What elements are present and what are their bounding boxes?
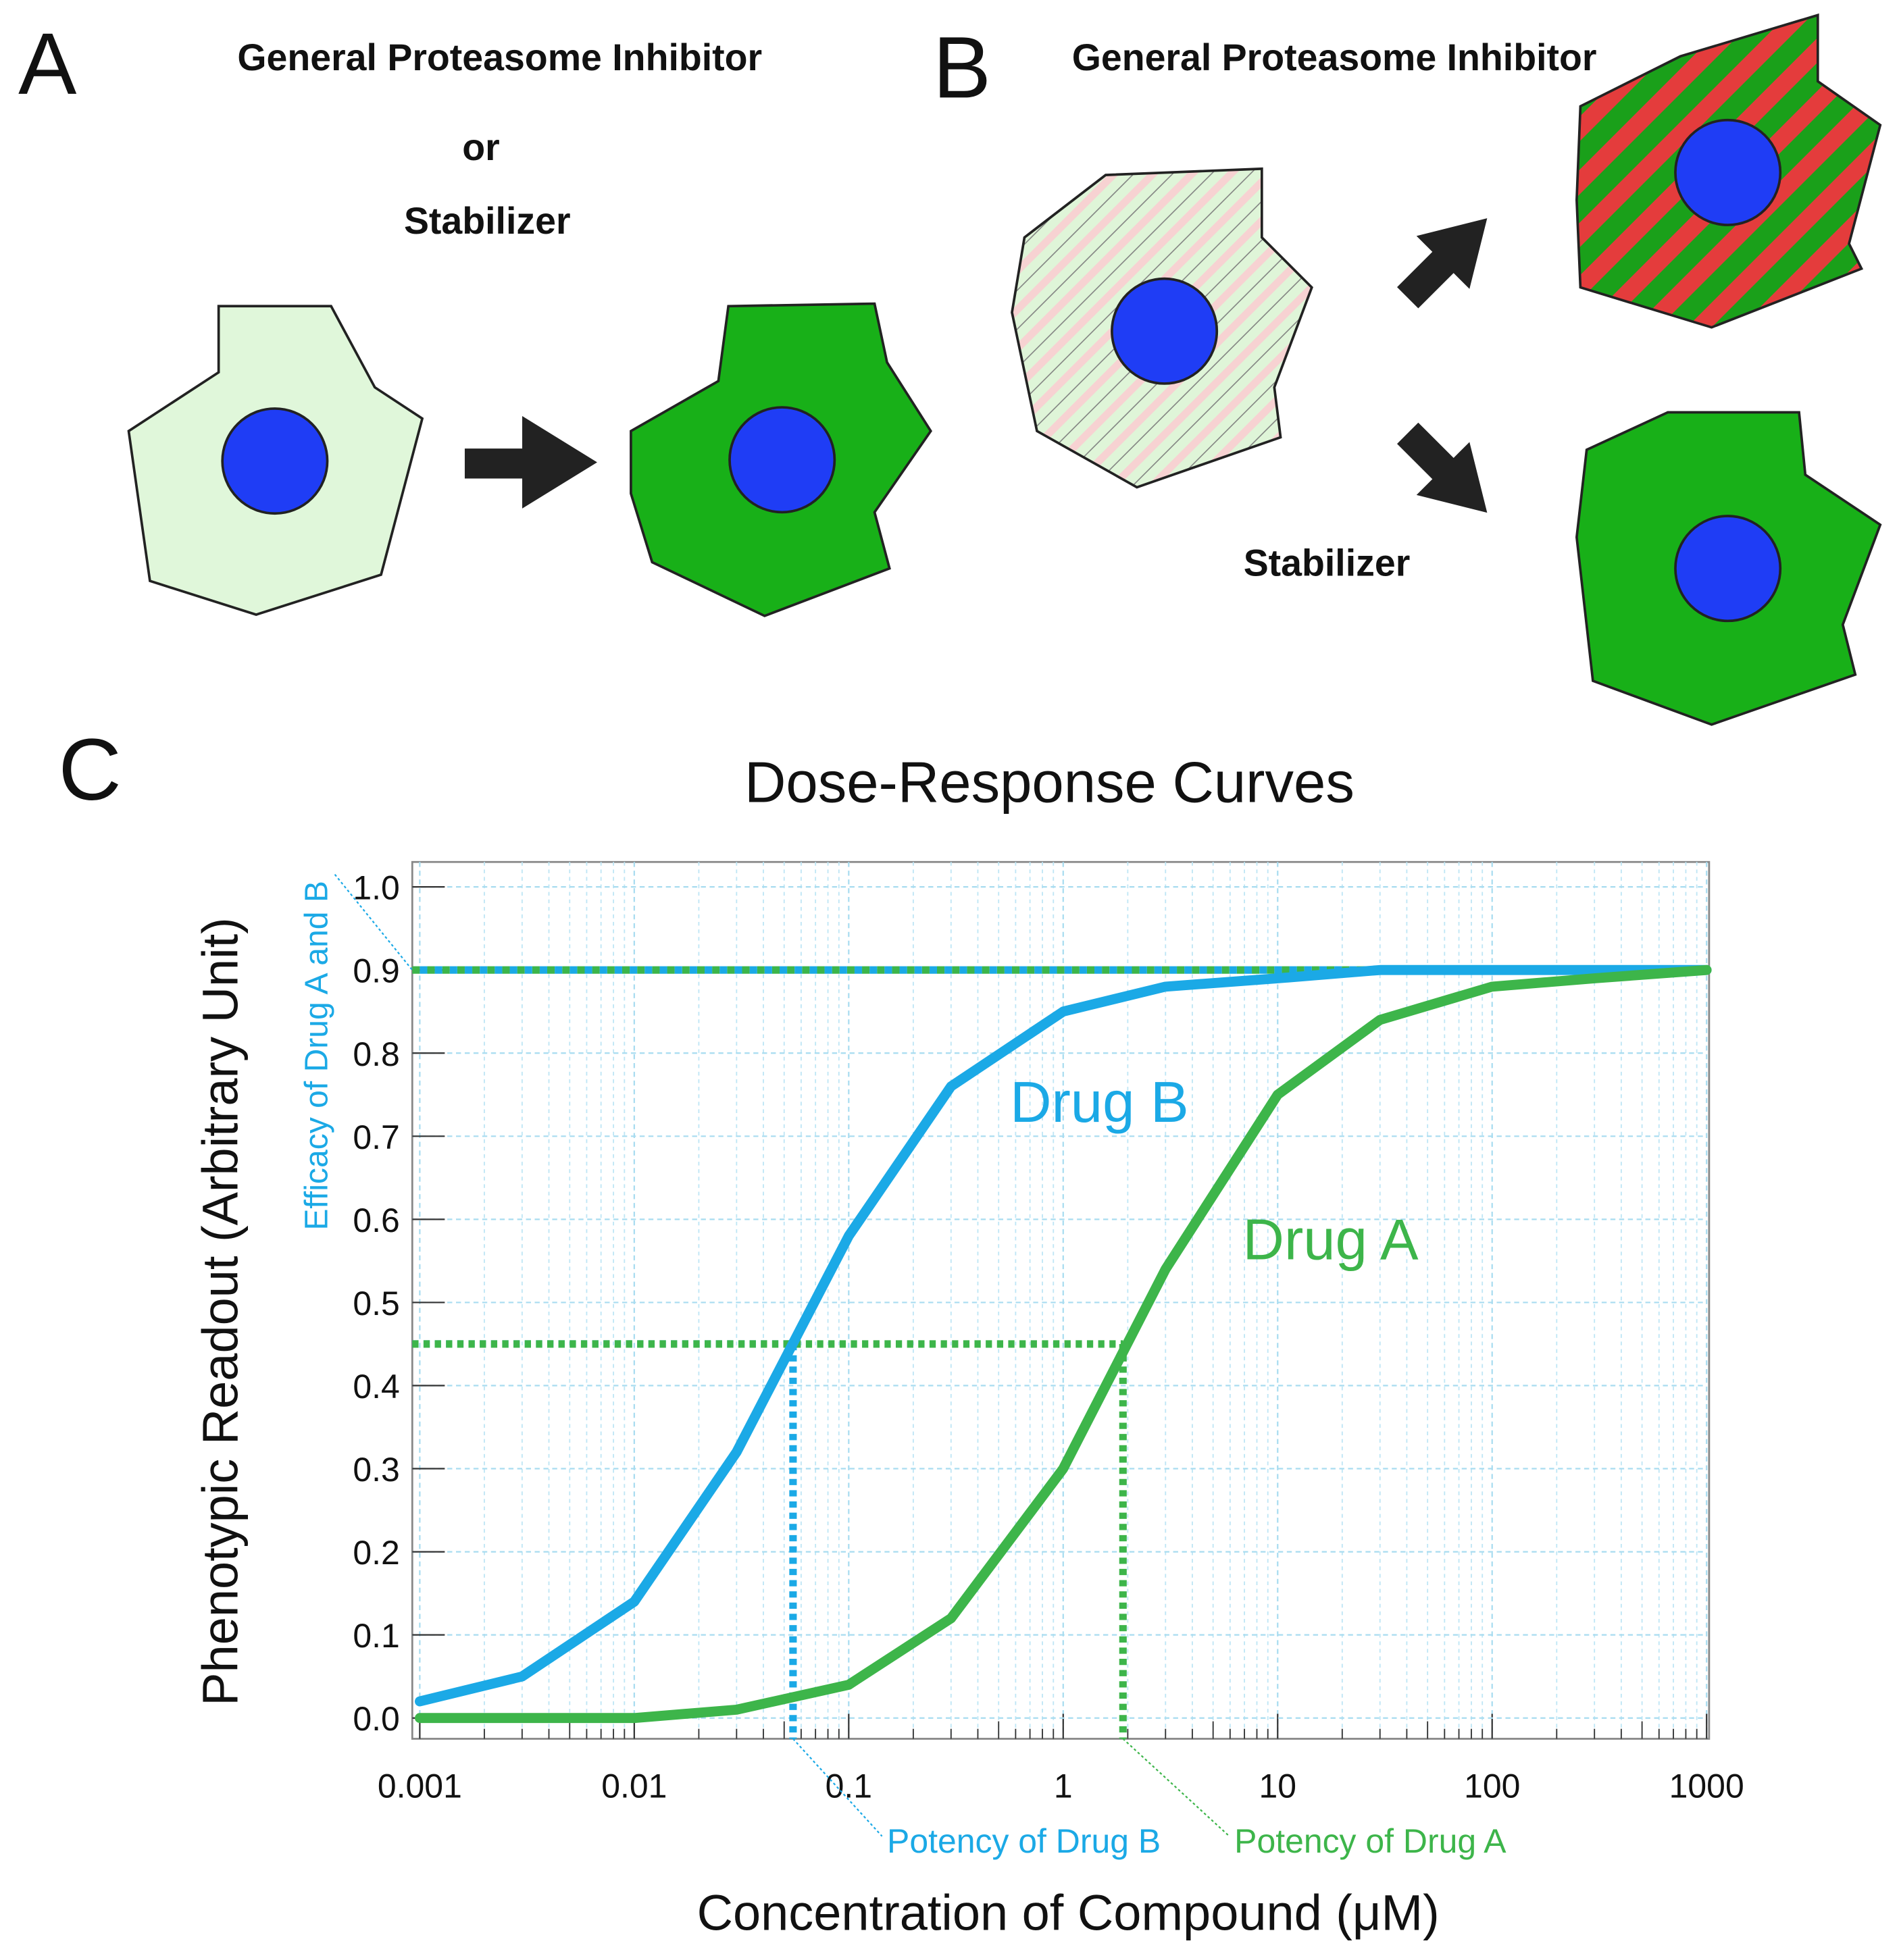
annotation: Potency of Drug B: [887, 1822, 1161, 1860]
leader-line: [792, 1738, 883, 1837]
y-tick-label: 0.6: [353, 1202, 399, 1239]
leader-line: [1122, 1738, 1230, 1837]
y-tick-label: 0.5: [353, 1285, 399, 1322]
y-tick-label: 0.3: [353, 1451, 399, 1489]
y-tick-label: 0.1: [353, 1617, 399, 1655]
chart-title: Dose-Response Curves: [744, 750, 1354, 815]
y-tick-label: 0.4: [353, 1368, 399, 1405]
nucleus: [221, 407, 329, 515]
annotation: Potency of Drug A: [1234, 1822, 1506, 1860]
arrow: [1396, 422, 1488, 513]
x-tick-label: 1: [1054, 1767, 1073, 1805]
arrow: [1396, 218, 1488, 309]
panel-text: Stabilizer: [404, 200, 571, 242]
leader-line: [334, 874, 413, 971]
x-tick-label: 0.1: [826, 1767, 872, 1805]
x-tick-label: 0.01: [601, 1767, 667, 1805]
annotation: Efficacy of Drug A and B: [299, 881, 335, 1231]
panel-text: Stabilizer: [1244, 542, 1411, 584]
x-axis-label: Concentration of Compound (μM): [697, 1884, 1440, 1940]
x-tick-label: 10: [1259, 1767, 1296, 1805]
series-line: [414, 964, 1712, 1724]
panel-label: B: [933, 19, 991, 116]
nucleus: [1111, 277, 1219, 385]
plot-area: [411, 860, 1711, 1740]
panel-text: General Proteasome Inhibitor: [1072, 36, 1597, 78]
plot: 0.001 0.01 0.1 1 10 100 1000 0.0 0.1 0.2 0.3 0.4 0.5…: [299, 860, 1744, 1860]
x-tick-label: 100: [1464, 1767, 1520, 1805]
panel-label: C: [58, 721, 121, 819]
series-line: [414, 964, 1712, 1707]
x-tick-label: 0.001: [378, 1767, 462, 1805]
y-tick-label: 0.9: [353, 952, 399, 990]
panel-label: A: [18, 16, 77, 113]
y-tick-label: 0.2: [353, 1534, 399, 1572]
y-axis-label: Phenotypic Readout (Arbitrary Unit): [192, 917, 248, 1706]
y-tick-label: 0.7: [353, 1118, 399, 1156]
nucleus: [1674, 515, 1782, 623]
nucleus: [1674, 118, 1782, 226]
y-tick-label: 0.8: [353, 1035, 399, 1073]
series-label: Drug A: [1243, 1208, 1419, 1272]
y-tick-label: 0.0: [353, 1700, 399, 1738]
arrow: [464, 416, 597, 509]
y-tick-label: 1.0: [353, 869, 399, 907]
panel-text: General Proteasome Inhibitor: [237, 36, 762, 78]
x-tick-label: 1000: [1669, 1767, 1744, 1805]
nucleus: [728, 406, 836, 514]
series-label: Drug B: [1010, 1071, 1189, 1135]
panel-text: or: [462, 126, 499, 168]
